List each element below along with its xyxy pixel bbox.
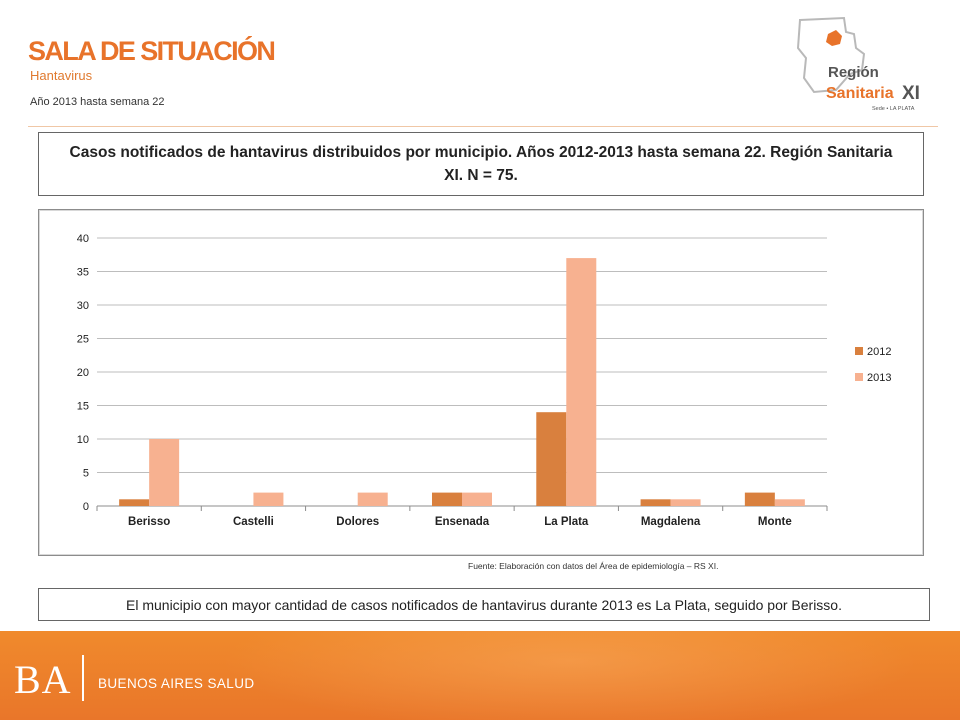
chart-title: Casos notificados de hantavirus distribu… [69,144,893,184]
source-note: Fuente: Elaboración con datos del Área d… [468,561,719,571]
legend-swatch-2012 [855,347,863,355]
x-tick-label: Dolores [336,516,379,528]
y-tick-label: 40 [77,233,89,245]
bar-2013 [670,499,701,506]
bar-2013 [149,439,180,506]
x-tick-label: La Plata [544,516,589,528]
bar-2012 [744,492,775,506]
bar-2012 [536,412,567,506]
province-map-icon [796,16,866,94]
page-title: SALA DE SITUACIÓN [28,36,276,66]
y-tick-label: 0 [83,501,89,513]
bar-chart: 0 5 10 15 20 25 30 35 40 Berisso Castelli Dolores En… [77,233,892,528]
summary-box: El municipio con mayor cantidad de casos… [38,588,930,621]
footer-glow [220,631,920,720]
region-logo: Región Sanitaria XI Sede • LA PLATA [796,16,920,112]
y-tick-label: 15 [77,401,89,413]
bar-2013 [357,492,388,506]
chart-title-box: Casos notificados de hantavirus distribu… [38,132,924,196]
bar-2013 [253,492,284,506]
legend-swatch-2013 [855,373,863,381]
logo-line1: Región [828,64,879,81]
x-tick-label: Monte [758,516,792,528]
bar-2012 [119,499,150,506]
y-tick-label: 30 [77,300,89,312]
legend-label-2013: 2013 [867,372,891,384]
chart-container: 0 5 10 15 20 25 30 35 40 Berisso Castelli Dolores En… [38,209,924,556]
footer-divider [82,655,84,701]
x-tick-label: Berisso [128,516,170,528]
logo-tagline: Sede • LA PLATA [872,106,915,112]
summary-text: El municipio con mayor cantidad de casos… [126,596,842,613]
footer-label: BUENOS AIRES SALUD [98,676,255,691]
bar-2013 [462,492,492,506]
bar-2013 [566,258,597,506]
region-highlight-icon [826,30,842,46]
y-tick-label: 10 [77,434,89,446]
bar-2013 [774,499,805,506]
x-tick-label: Magdalena [641,516,701,528]
y-tick-label: 25 [77,334,89,346]
header-divider [28,126,938,127]
footer-bar: BA BUENOS AIRES SALUD [0,631,960,720]
y-tick-label: 5 [83,468,89,480]
x-tick-label: Castelli [233,516,274,528]
x-tick-label: Ensenada [435,516,490,528]
bar-2012 [432,492,462,506]
logo-numeral: XI [902,83,920,104]
legend-label-2012: 2012 [867,346,891,358]
footer-logo: BA [14,657,72,702]
page-subtitle: Hantavirus [30,68,93,83]
y-tick-label: 20 [77,367,89,379]
report-period: Año 2013 hasta semana 22 [30,96,165,108]
bar-2012 [640,499,671,506]
y-tick-label: 35 [77,267,89,279]
logo-line2: Sanitaria [826,85,894,102]
